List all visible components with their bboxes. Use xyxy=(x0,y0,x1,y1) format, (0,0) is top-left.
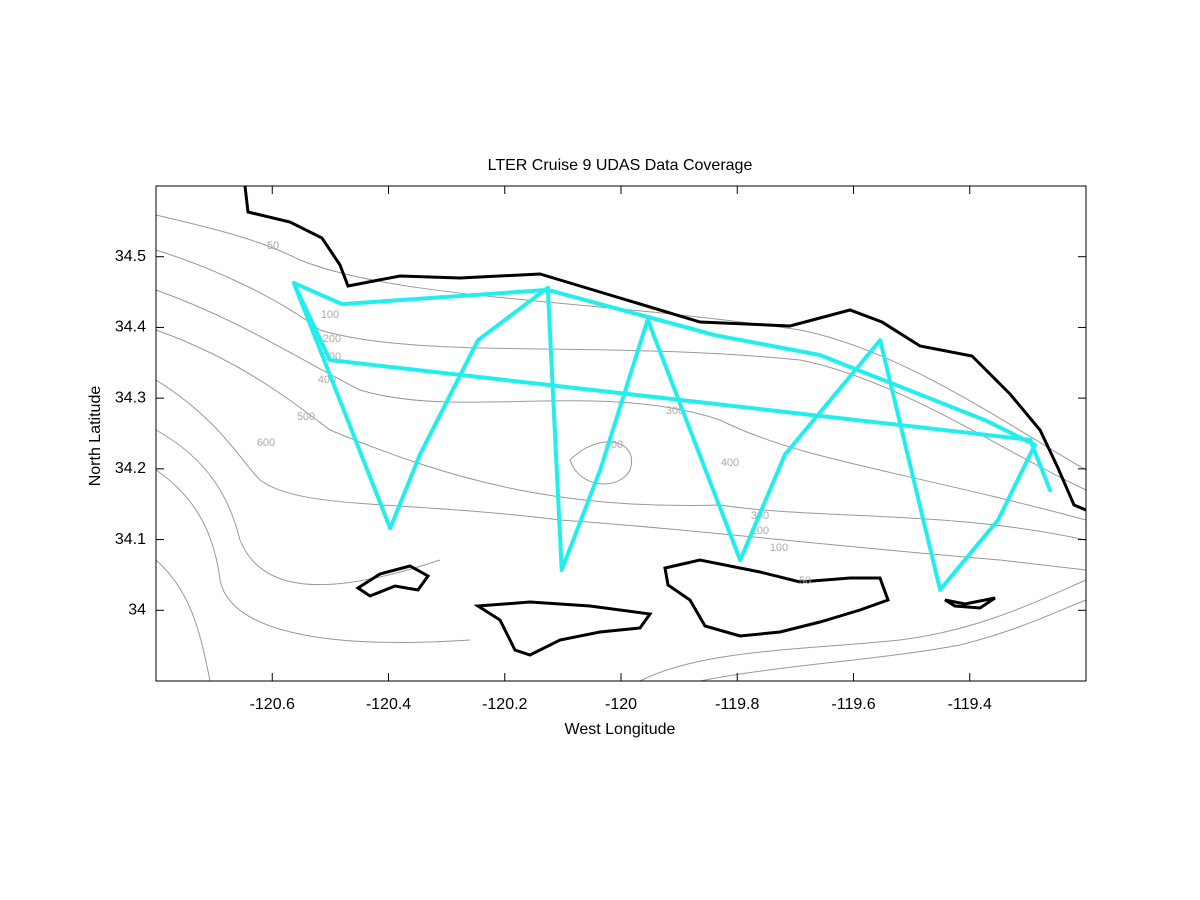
contour xyxy=(155,469,471,643)
y-axis-label: North Latitude xyxy=(87,386,104,487)
contour xyxy=(155,429,441,586)
x-tick-label: -119.6 xyxy=(831,696,875,713)
coastline xyxy=(243,185,1087,657)
y-tick-label: 34 xyxy=(128,602,146,619)
y-tick-label: 34.5 xyxy=(115,248,146,265)
island xyxy=(944,596,996,610)
contour xyxy=(155,289,1087,521)
island xyxy=(355,564,431,598)
contour-label: 100 xyxy=(321,309,339,321)
y-tick-label: 34.2 xyxy=(115,460,146,477)
contour-label: 200 xyxy=(323,333,341,345)
island xyxy=(473,600,653,657)
contour xyxy=(155,379,1087,571)
y-tick-label: 34.4 xyxy=(115,319,146,336)
contour xyxy=(155,559,211,682)
contour-label: 50 xyxy=(799,575,811,587)
x-tick-label: -119.8 xyxy=(715,696,759,713)
x-tick-label: -120.4 xyxy=(366,696,411,713)
contour-label: 600 xyxy=(257,437,275,449)
contour xyxy=(155,214,1087,471)
contour xyxy=(569,441,633,485)
contour xyxy=(699,599,1087,682)
mainland xyxy=(243,185,1087,512)
cruise-track xyxy=(291,280,1052,592)
x-tick-label: -120.2 xyxy=(482,696,527,713)
x-tick-label: -120.6 xyxy=(250,696,295,713)
contour xyxy=(639,579,1087,682)
contour-label: 100 xyxy=(770,542,788,554)
x-axis-label: West Longitude xyxy=(565,721,676,738)
y-tick-label: 34.3 xyxy=(115,389,146,406)
contour-label: 500 xyxy=(297,411,315,423)
x-tick-label: -119.4 xyxy=(948,696,992,713)
contour xyxy=(155,249,1087,491)
x-tick-label: -120 xyxy=(605,696,637,713)
contour-label: 400 xyxy=(721,457,739,469)
bathymetry xyxy=(155,214,1087,682)
chart-title: LTER Cruise 9 UDAS Data Coverage xyxy=(488,157,753,174)
contour-label: 50 xyxy=(267,240,279,252)
contour xyxy=(155,329,1087,541)
island xyxy=(663,558,890,638)
y-tick-label: 34.1 xyxy=(115,531,146,548)
